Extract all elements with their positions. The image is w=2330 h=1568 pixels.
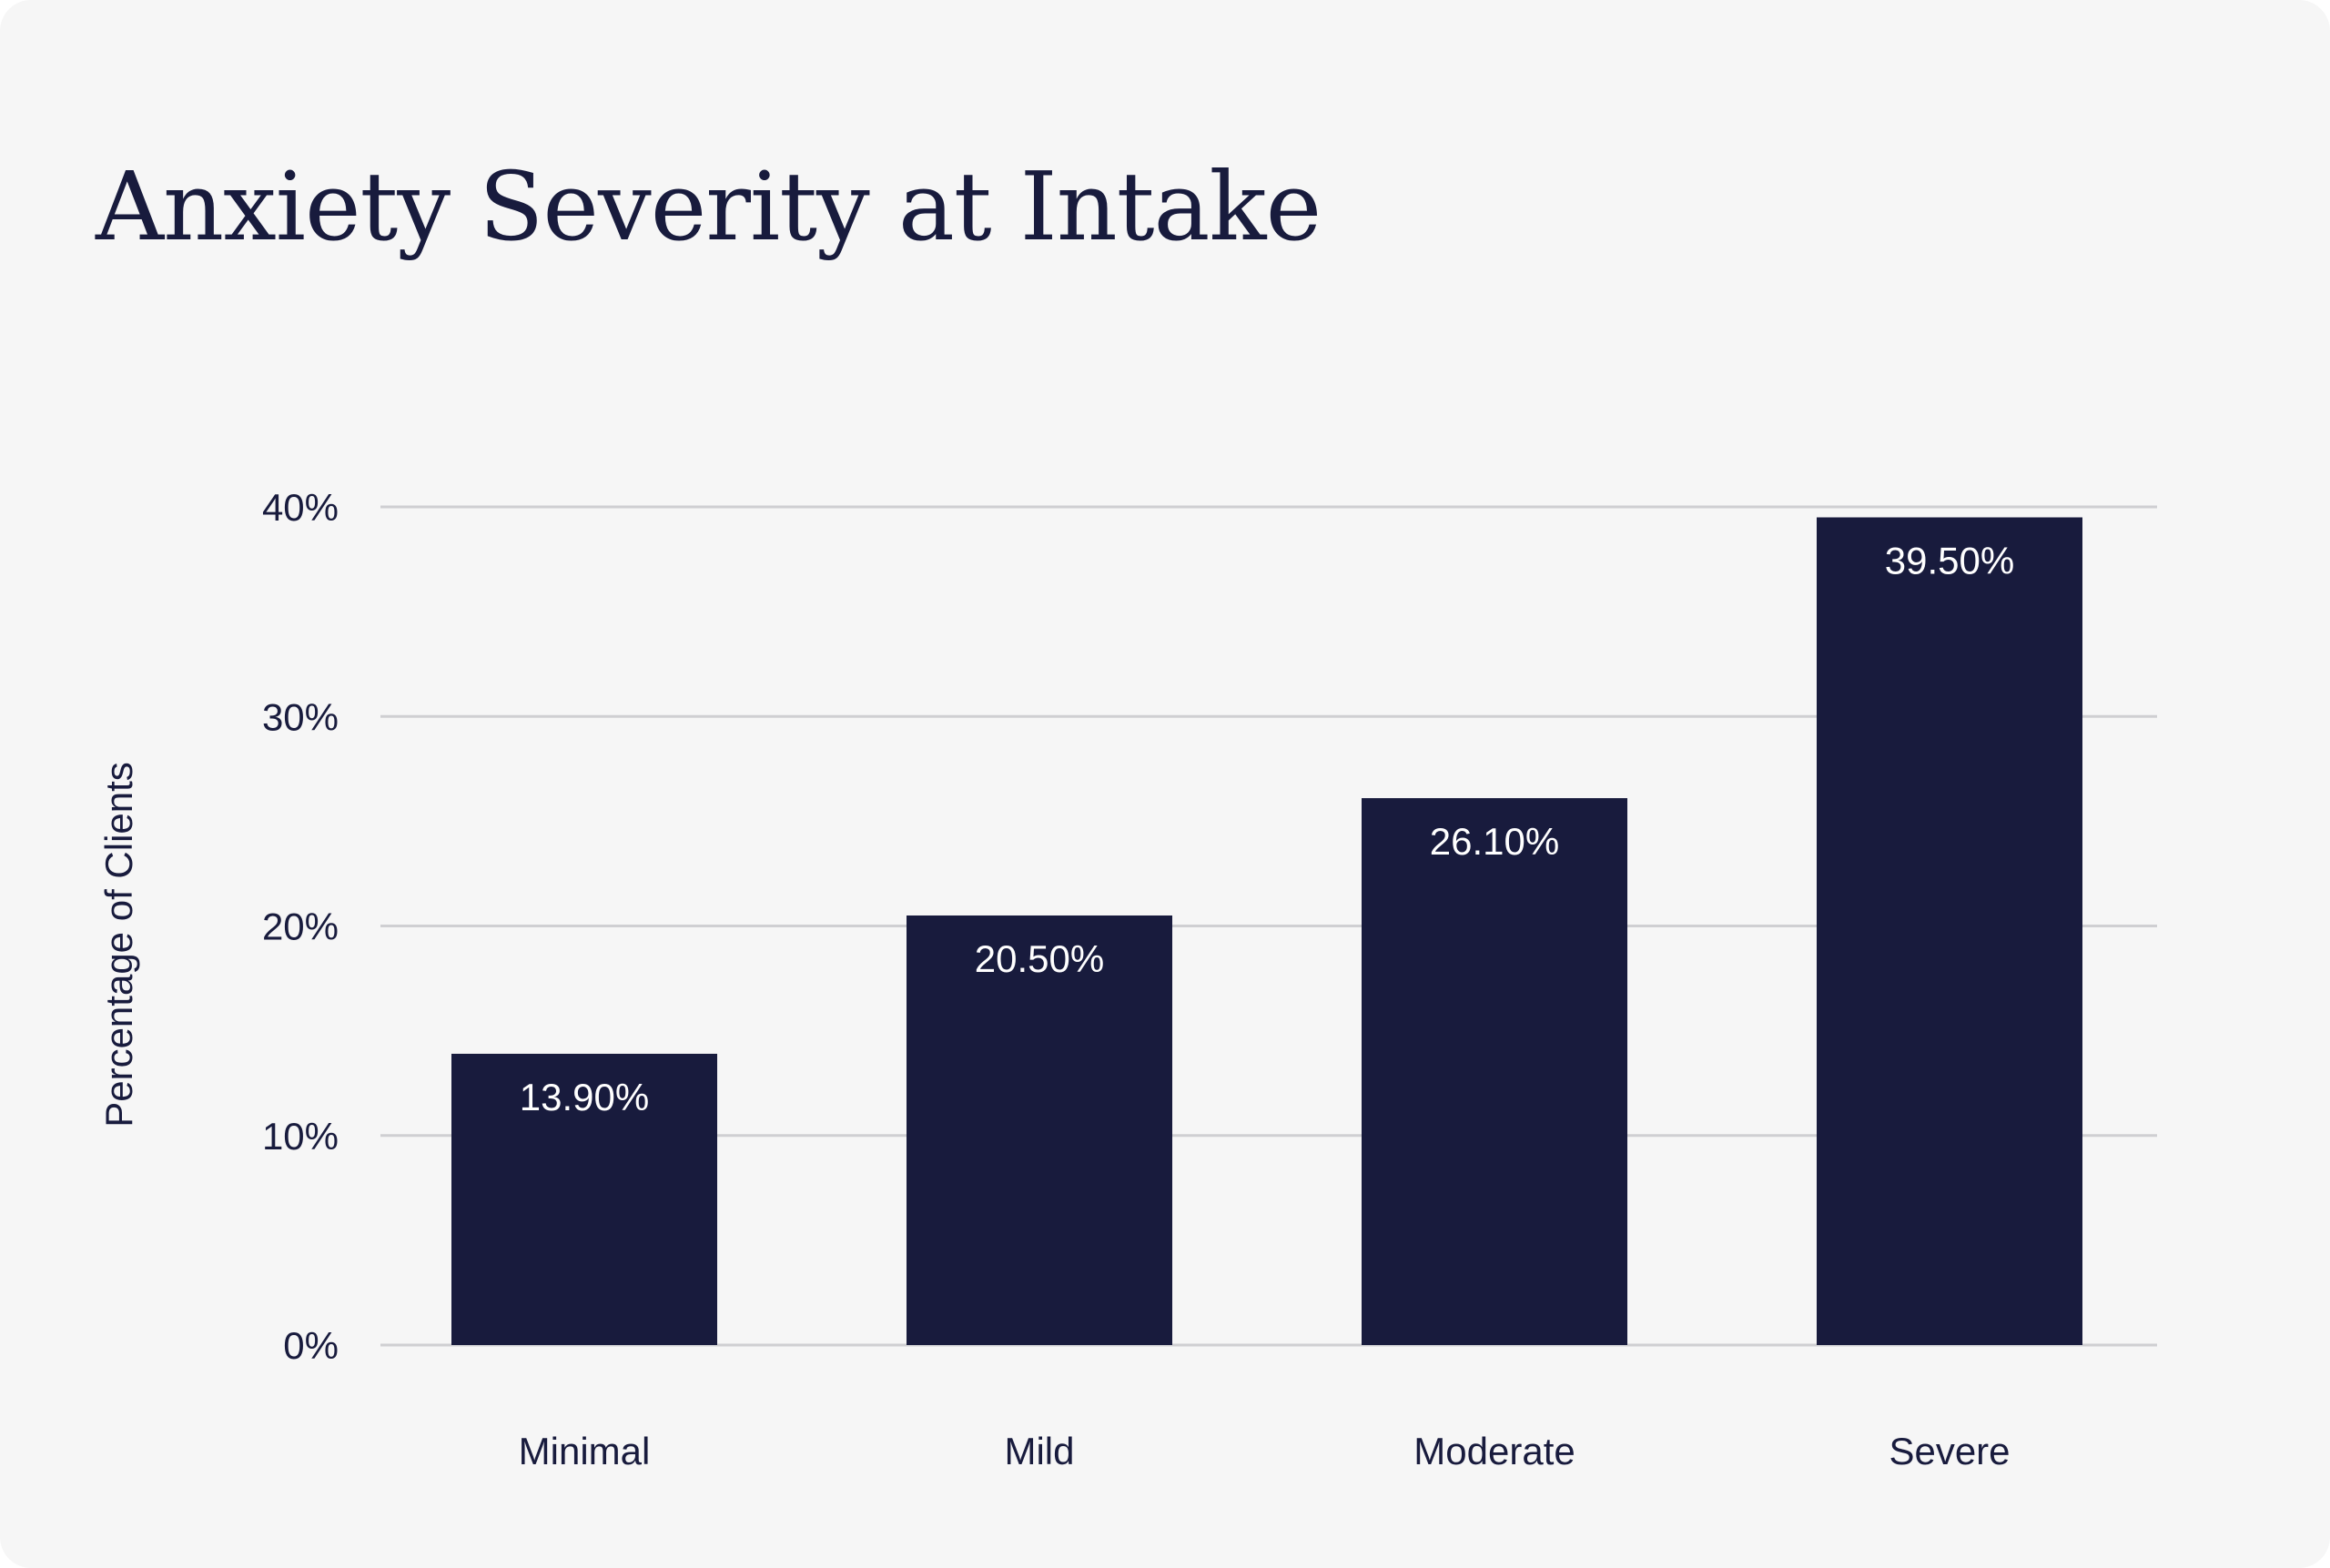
- x-category-label: Moderate: [1413, 1430, 1575, 1472]
- y-axis-title: Percentage of Clients: [97, 762, 140, 1128]
- bar-severe: [1817, 517, 2082, 1345]
- y-tick-label: 10%: [262, 1115, 339, 1158]
- y-axis-ticks: 0% 10% 20% 30% 40%: [262, 486, 339, 1367]
- x-category-label: Severe: [1889, 1430, 2010, 1472]
- bar-value-label: 20.50%: [975, 937, 1104, 980]
- y-tick-label: 30%: [262, 695, 339, 738]
- x-axis-categories: Minimal Mild Moderate Severe: [519, 1430, 2011, 1472]
- x-category-label: Minimal: [519, 1430, 651, 1472]
- bars: [451, 517, 2082, 1345]
- chart-title: Anxiety Severity at Intake: [96, 151, 1322, 262]
- bar-minimal: [451, 1053, 717, 1345]
- y-tick-label: 20%: [262, 905, 339, 948]
- bar-value-label: 39.50%: [1885, 540, 2014, 582]
- bar-moderate: [1362, 798, 1627, 1345]
- bar-mild: [907, 915, 1172, 1345]
- bar-value-label: 26.10%: [1430, 820, 1559, 863]
- y-tick-label: 40%: [262, 486, 339, 529]
- y-tick-label: 0%: [283, 1324, 339, 1367]
- x-category-label: Mild: [1004, 1430, 1074, 1472]
- bar-value-labels: 13.90% 20.50% 26.10% 39.50%: [520, 540, 2014, 1118]
- bar-value-label: 13.90%: [520, 1076, 649, 1118]
